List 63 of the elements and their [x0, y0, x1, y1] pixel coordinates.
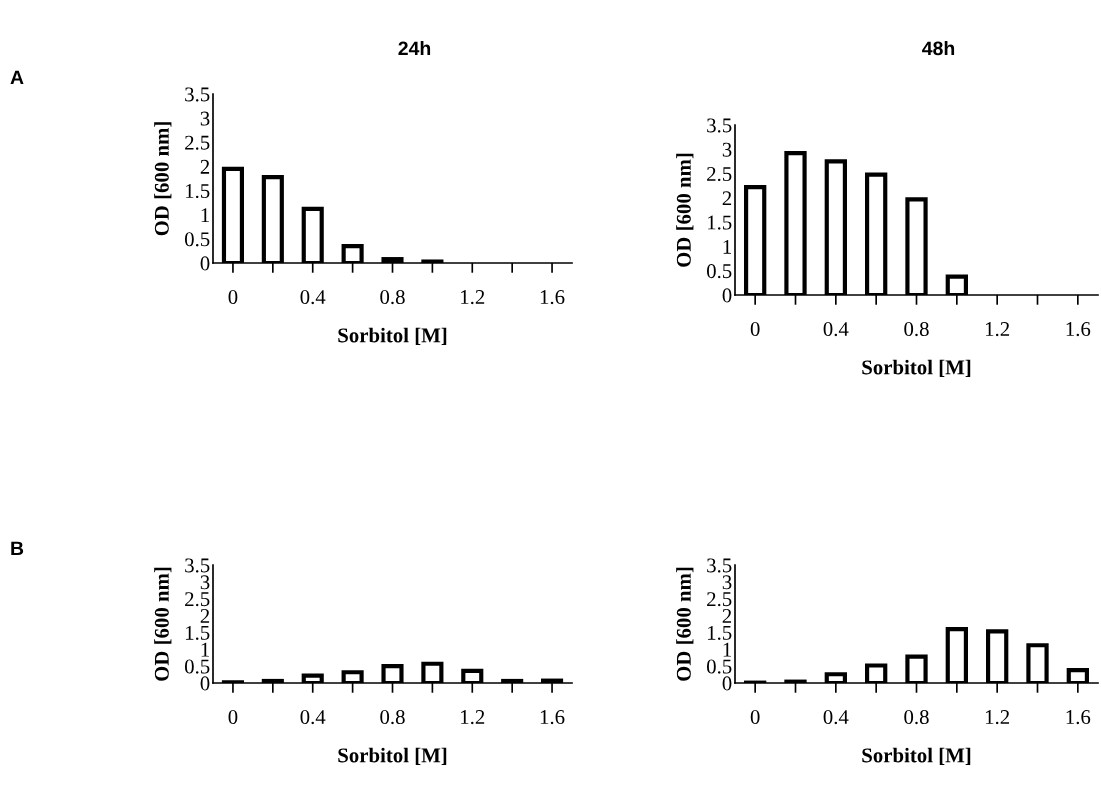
x-tick-label: 0.8 — [380, 709, 405, 725]
x-tick-label: 1.2 — [985, 710, 1010, 725]
y-tick-label: 2.5 — [707, 592, 732, 607]
y-tick-label: 0.5 — [184, 232, 210, 247]
y-tick-label: 1.5 — [708, 625, 732, 640]
x-tick-label: 1.2 — [461, 710, 485, 725]
y-axis-title: OD [600 nm] — [154, 567, 172, 681]
x-tick-label: 0 — [750, 321, 760, 337]
y-tick-label: 3 — [200, 111, 210, 126]
x-axis-title: Sorbitol [M] — [862, 359, 971, 377]
y-tick-label: 1 — [723, 642, 731, 657]
x-tick-label: 0 — [228, 289, 238, 305]
x-tick-label: 1.6 — [540, 290, 565, 305]
x-tick-label: 0.4 — [300, 289, 326, 305]
y-tick-label: 3 — [200, 575, 210, 590]
x-tick-label: 0.8 — [904, 321, 929, 337]
y-tick-label: 3.5 — [707, 118, 732, 133]
y-tick-label: 3.5 — [185, 87, 210, 102]
text: B — [11, 541, 24, 556]
y-tick-label: 2 — [200, 159, 210, 174]
y-tick-label: 1 — [201, 642, 209, 657]
y-tick-label: 1 — [201, 208, 209, 222]
x-tick-label: 0 — [750, 709, 760, 725]
x-tick-label: 1.2 — [461, 290, 485, 305]
chart-title: 48h — [922, 40, 955, 56]
y-tick-label: 0 — [722, 676, 732, 691]
y-tick-label: 0.5 — [184, 659, 210, 674]
y-tick-label: 1.5 — [186, 184, 210, 199]
y-tick-label: 2.5 — [707, 167, 732, 182]
x-tick-label: 0.4 — [823, 709, 849, 725]
y-tick-label: 0 — [200, 256, 210, 271]
y-tick-label: 0 — [200, 676, 210, 691]
y-tick-label: 2 — [722, 609, 732, 623]
y-tick-label: 2.5 — [185, 592, 210, 607]
y-tick-label: 2 — [722, 191, 732, 206]
y-tick-label: 2 — [200, 609, 210, 623]
y-tick-label: 3.5 — [185, 558, 210, 573]
y-tick-label: 2.5 — [185, 135, 210, 150]
x-tick-label: 0 — [228, 709, 238, 725]
x-tick-label: 0.8 — [904, 709, 929, 725]
x-tick-label: 1.6 — [1066, 322, 1091, 337]
x-tick-label: 1.2 — [985, 322, 1010, 337]
x-axis-title: Sorbitol [M] — [338, 327, 447, 345]
x-tick-label: 1.6 — [540, 710, 565, 725]
x-axis-title: Sorbitol [M] — [338, 747, 447, 765]
x-tick-label: 1.6 — [1066, 710, 1091, 725]
y-axis-title: OD [600 nm] — [154, 122, 172, 236]
y-axis-title: OD [600 nm] — [676, 153, 694, 267]
x-axis-title: Sorbitol [M] — [862, 747, 971, 765]
y-tick-label: 1.5 — [186, 625, 210, 640]
y-axis-title: OD [600 nm] — [676, 567, 694, 681]
x-tick-label: 0.8 — [380, 289, 405, 305]
y-tick-label: 1.5 — [708, 215, 732, 230]
y-tick-label: 3 — [722, 142, 732, 157]
chart-title: 24h — [398, 40, 431, 56]
y-tick-label: 0.5 — [706, 264, 732, 279]
text: A — [10, 70, 24, 85]
y-tick-label: 3.5 — [707, 558, 732, 573]
y-tick-label: 3 — [722, 575, 732, 590]
x-tick-label: 0.4 — [823, 321, 849, 337]
y-tick-label: 0.5 — [706, 659, 732, 674]
y-tick-label: 1 — [723, 239, 731, 254]
x-tick-label: 0.4 — [300, 709, 326, 725]
